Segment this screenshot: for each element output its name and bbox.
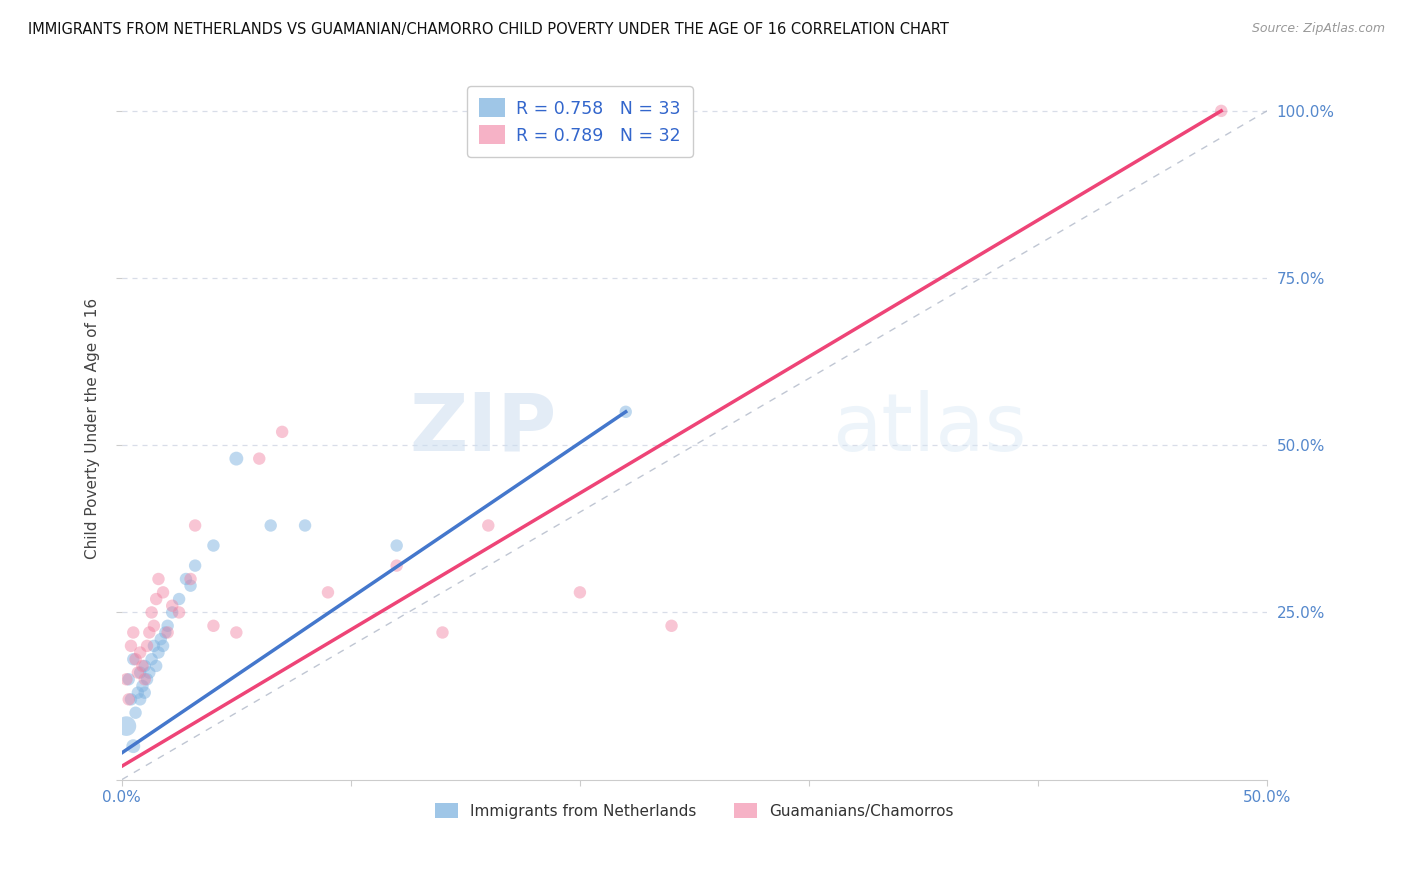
Point <box>134 686 156 700</box>
Point <box>225 625 247 640</box>
Point <box>661 619 683 633</box>
Point <box>152 639 174 653</box>
Text: atlas: atlas <box>832 390 1026 467</box>
Point <box>568 585 591 599</box>
Point <box>294 518 316 533</box>
Point <box>122 739 145 754</box>
Point <box>160 599 183 613</box>
Y-axis label: Child Poverty Under the Age of 16: Child Poverty Under the Age of 16 <box>86 298 100 559</box>
Point <box>225 451 247 466</box>
Point <box>432 625 454 640</box>
Point <box>124 706 146 720</box>
Point <box>131 659 153 673</box>
Point <box>142 639 165 653</box>
Point <box>156 619 179 633</box>
Point <box>184 558 207 573</box>
Point <box>127 686 149 700</box>
Point <box>152 585 174 599</box>
Point <box>271 425 294 439</box>
Point <box>385 539 408 553</box>
Point <box>477 518 499 533</box>
Point <box>131 679 153 693</box>
Point <box>141 606 163 620</box>
Point <box>155 625 177 640</box>
Point <box>120 639 142 653</box>
Point <box>167 606 190 620</box>
Point <box>247 451 270 466</box>
Point <box>202 539 225 553</box>
Point <box>141 652 163 666</box>
Point <box>115 673 138 687</box>
Point <box>145 592 167 607</box>
Text: IMMIGRANTS FROM NETHERLANDS VS GUAMANIAN/CHAMORRO CHILD POVERTY UNDER THE AGE OF: IMMIGRANTS FROM NETHERLANDS VS GUAMANIAN… <box>28 22 949 37</box>
Point <box>260 518 283 533</box>
Point <box>129 665 152 680</box>
Point <box>129 692 152 706</box>
Point <box>136 673 159 687</box>
Point <box>149 632 172 647</box>
Point <box>184 518 207 533</box>
Point <box>180 572 202 586</box>
Point <box>138 665 160 680</box>
Point <box>118 692 141 706</box>
Point <box>1211 103 1233 118</box>
Point <box>316 585 339 599</box>
Point <box>115 719 138 733</box>
Text: Source: ZipAtlas.com: Source: ZipAtlas.com <box>1251 22 1385 36</box>
Point <box>134 659 156 673</box>
Point <box>180 579 202 593</box>
Point <box>122 625 145 640</box>
Point <box>120 692 142 706</box>
Point <box>122 652 145 666</box>
Point <box>129 646 152 660</box>
Point <box>614 405 637 419</box>
Point <box>136 639 159 653</box>
Point <box>160 606 183 620</box>
Point <box>145 659 167 673</box>
Point <box>127 665 149 680</box>
Point <box>156 625 179 640</box>
Text: ZIP: ZIP <box>409 390 557 467</box>
Point <box>385 558 408 573</box>
Point <box>167 592 190 607</box>
Point <box>124 652 146 666</box>
Point <box>142 619 165 633</box>
Point <box>118 673 141 687</box>
Point <box>174 572 197 586</box>
Point <box>148 572 170 586</box>
Point <box>202 619 225 633</box>
Point <box>138 625 160 640</box>
Legend: Immigrants from Netherlands, Guamanians/Chamorros: Immigrants from Netherlands, Guamanians/… <box>429 797 960 824</box>
Point <box>148 646 170 660</box>
Point <box>134 673 156 687</box>
